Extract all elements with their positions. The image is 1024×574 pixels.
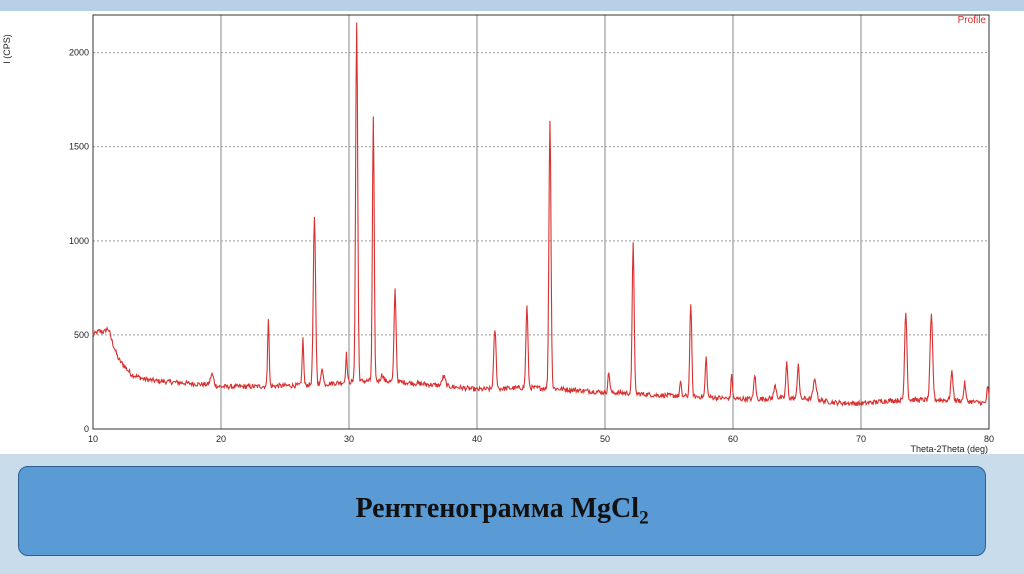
tick-layer: 10 20 30 40 50 60 70 80 0 500 1000 1500 2000 bbox=[69, 48, 994, 444]
x-tick-label: 60 bbox=[728, 434, 738, 444]
y-tick-label: 1000 bbox=[69, 236, 89, 246]
x-tick-label: 70 bbox=[856, 434, 866, 444]
caption-title: Рентгенограмма MgCl2 bbox=[355, 493, 648, 530]
x-tick-label: 10 bbox=[88, 434, 98, 444]
legend-entry-profile: Profile bbox=[958, 15, 987, 26]
chart-panel: 10 20 30 40 50 60 70 80 0 500 1000 1500 2000 Theta-2… bbox=[0, 11, 1024, 454]
x-tick-label: 80 bbox=[984, 434, 994, 444]
top-band bbox=[0, 0, 1024, 11]
xrd-chart: 10 20 30 40 50 60 70 80 0 500 1000 1500 2000 Theta-2… bbox=[2, 14, 994, 454]
y-tick-label: 2000 bbox=[69, 48, 89, 58]
y-tick-label: 500 bbox=[74, 330, 89, 340]
x-tick-label: 50 bbox=[600, 434, 610, 444]
caption-box: Рентгенограмма MgCl2 bbox=[18, 466, 986, 556]
series-line-profile bbox=[92, 22, 990, 407]
x-axis-label: Theta-2Theta (deg) bbox=[910, 444, 988, 454]
x-tick-label: 30 bbox=[344, 434, 354, 444]
y-axis-label: I (CPS) bbox=[2, 34, 12, 64]
x-tick-label: 40 bbox=[472, 434, 482, 444]
plot-area-border bbox=[92, 14, 990, 430]
y-tick-label: 0 bbox=[84, 424, 89, 434]
x-tick-label: 20 bbox=[216, 434, 226, 444]
caption-subscript: 2 bbox=[639, 507, 649, 529]
y-tick-label: 1500 bbox=[69, 142, 89, 152]
grid-layer bbox=[93, 15, 989, 429]
caption-main-text: Рентгенограмма MgCl bbox=[355, 492, 640, 524]
